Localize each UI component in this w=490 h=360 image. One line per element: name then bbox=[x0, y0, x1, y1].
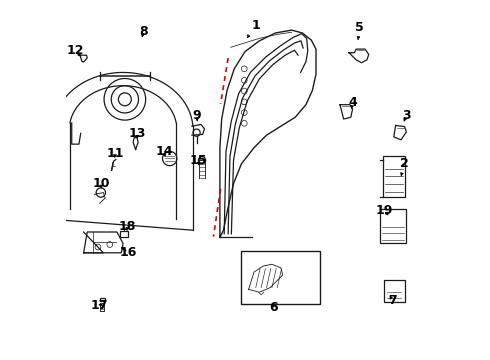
Text: 18: 18 bbox=[119, 220, 136, 233]
Text: 6: 6 bbox=[270, 301, 278, 314]
Text: 15: 15 bbox=[190, 154, 207, 167]
Text: 9: 9 bbox=[192, 109, 201, 122]
Text: 10: 10 bbox=[93, 177, 110, 190]
Text: 8: 8 bbox=[140, 25, 148, 38]
Text: 11: 11 bbox=[106, 147, 124, 159]
Text: 13: 13 bbox=[129, 127, 146, 140]
Bar bbox=[241, 251, 319, 304]
Text: 12: 12 bbox=[67, 44, 84, 57]
Bar bbox=[380, 209, 406, 243]
Text: 16: 16 bbox=[120, 246, 137, 259]
Text: 7: 7 bbox=[388, 294, 396, 307]
Bar bbox=[383, 156, 405, 197]
Text: 5: 5 bbox=[355, 21, 364, 40]
Text: 1: 1 bbox=[247, 19, 260, 38]
Text: 19: 19 bbox=[375, 204, 393, 217]
Text: 4: 4 bbox=[348, 96, 357, 109]
Text: 14: 14 bbox=[155, 145, 173, 158]
Bar bbox=[384, 280, 405, 302]
Text: 3: 3 bbox=[402, 109, 411, 122]
Text: 2: 2 bbox=[400, 157, 409, 176]
Text: 17: 17 bbox=[91, 299, 108, 312]
Bar bbox=[100, 298, 105, 301]
Bar bbox=[120, 231, 128, 237]
